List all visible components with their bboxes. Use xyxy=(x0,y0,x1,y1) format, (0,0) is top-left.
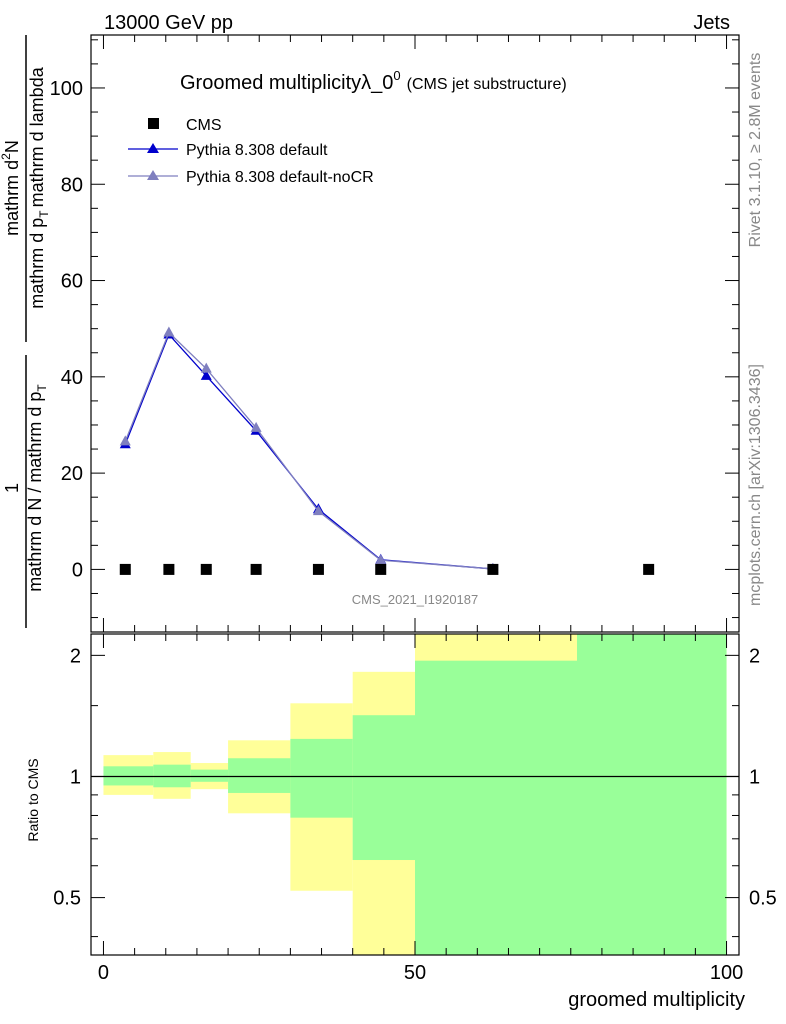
ratio-band-inner xyxy=(103,766,154,786)
x-tick-label: 100 xyxy=(710,962,743,984)
plot-title: Groomed multiplicityλ_00(CMS jet substru… xyxy=(180,68,567,94)
cms-data-point xyxy=(119,563,131,575)
energy-label: 13000 GeV pp xyxy=(104,12,233,34)
legend-cms-label: CMS xyxy=(186,117,222,134)
y-tick-label: 20 xyxy=(61,463,83,485)
cms-data-point xyxy=(487,563,499,575)
pythia-nocr-point xyxy=(375,554,387,565)
pythia-nocr-point xyxy=(312,505,324,516)
pythia-default-line xyxy=(124,333,493,570)
analysis-watermark: CMS_2021_I1920187 xyxy=(352,592,479,607)
cms-data-point xyxy=(312,563,324,575)
pythia-nocr-point xyxy=(250,421,262,432)
y-tick-label: 60 xyxy=(61,271,83,293)
legend-nocr-label: Pythia 8.308 default-noCR xyxy=(186,169,374,186)
legend-default-marker xyxy=(147,143,159,153)
main-plot-frame xyxy=(90,34,740,633)
ratio-band-inner xyxy=(190,769,229,782)
ratio-band-inner xyxy=(352,715,415,861)
cms-data-point xyxy=(375,563,387,575)
pythia-nocr-point xyxy=(119,435,131,446)
ratio-ylabel: Ratio to CMS xyxy=(25,758,41,841)
ratio-plot-frame xyxy=(90,633,740,956)
cms-data-point xyxy=(163,563,175,575)
cms-data-point xyxy=(200,563,212,575)
ylabel-derivative-numerator: mathrm d2N xyxy=(0,140,22,236)
ratio-band-inner xyxy=(415,660,577,955)
y-tick-label: 100 xyxy=(50,78,83,100)
rivet-label: Rivet 3.1.10, ≥ 2.8M events xyxy=(747,53,764,248)
y-tick-label: 0 xyxy=(72,559,83,581)
ratio-y-tick-label: 0.5 xyxy=(53,888,81,910)
mcplots-label: mcplots.cern.ch [arXiv:1306.3436] xyxy=(747,364,764,606)
ratio-y-tick-label: 1 xyxy=(70,766,81,788)
process-label: Jets xyxy=(693,12,730,34)
main-ylabel: 1 mathrm d N / mathrm d pT mathrm d2N ma… xyxy=(0,35,51,628)
y-tick-label: 40 xyxy=(61,367,83,389)
legend-nocr-marker xyxy=(147,170,159,180)
ylabel-derivative-denominator: mathrm d pTmathrm d lambda xyxy=(27,66,51,308)
ylabel-one: 1 xyxy=(2,483,22,493)
ylabel-prefactor-denominator: mathrm d N / mathrm d pT xyxy=(25,384,49,592)
ratio-plot-panel: 0.5 0.5 1 1 2 2 0 50 100 Ratio to CMS groomed mu… xyxy=(25,633,777,1011)
legend-default-label: Pythia 8.308 default xyxy=(186,142,328,159)
ratio-band-inner xyxy=(577,634,727,955)
legend-cms-marker xyxy=(148,118,159,129)
ratio-band-inner xyxy=(228,758,291,793)
pythia-nocr-point xyxy=(163,326,175,337)
y-tick-label: 80 xyxy=(61,174,83,196)
ratio-y-tick-label: 2 xyxy=(70,645,81,667)
ratio-y-tick-label-right: 1 xyxy=(749,766,760,788)
ratio-band-inner xyxy=(290,738,353,818)
pythia-default-point xyxy=(200,369,212,380)
xaxis-label: groomed multiplicity xyxy=(568,989,745,1011)
x-tick-label: 0 xyxy=(98,962,109,984)
pythia-nocr-line xyxy=(124,331,493,570)
main-plot-panel: 0 20 40 60 80 100 Groomed multiplicityλ_00(CM… xyxy=(0,34,740,633)
x-tick-label: 50 xyxy=(404,962,426,984)
ratio-y-tick-label-right: 2 xyxy=(749,645,760,667)
legend: CMS Pythia 8.308 default Pythia 8.308 de… xyxy=(128,117,374,186)
cms-data-point xyxy=(250,563,262,575)
pythia-nocr-point xyxy=(200,362,212,373)
ratio-y-tick-label-right: 0.5 xyxy=(749,888,777,910)
cms-data-point xyxy=(643,563,655,575)
